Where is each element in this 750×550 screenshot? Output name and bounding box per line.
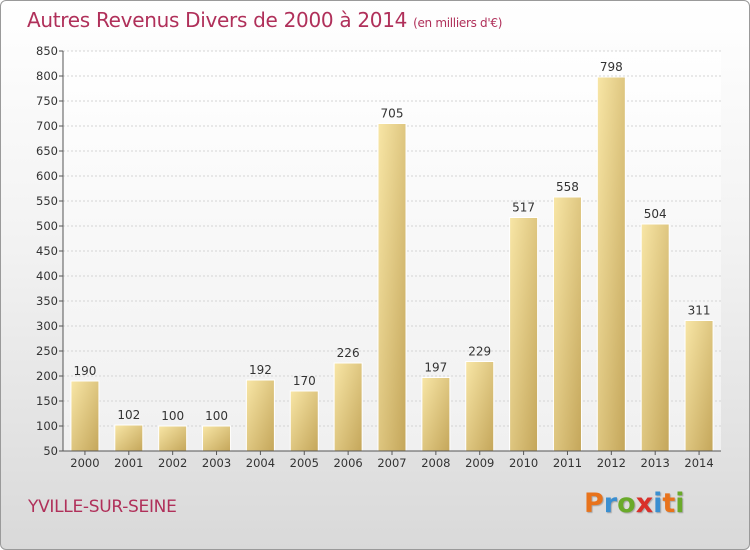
logo-letter: i [675,488,685,519]
bar [202,425,232,452]
logo-letter: o [617,488,636,519]
logo-letter: r [603,488,618,519]
y-tick-label: 500 [36,219,58,233]
x-tick-label: 2013 [641,456,670,470]
bar-value-label: 226 [337,346,360,360]
bar [509,217,539,452]
x-tick-label: 2000 [70,456,99,470]
bar-value-label: 197 [424,361,447,375]
bar-value-label: 100 [205,409,228,423]
bar-value-label: 170 [293,374,316,388]
y-tick-label: 300 [36,319,58,333]
bar [333,362,363,452]
logo-letter: P [584,488,604,519]
location-label: YVILLE-SUR-SEINE [28,497,177,517]
proxiti-logo: Proxiti [584,488,685,519]
bar-value-label: 229 [468,345,491,359]
y-tick-label: 400 [36,269,58,283]
bar [465,361,495,452]
chart-title: Autres Revenus Divers de 2000 à 2014 (en … [27,8,502,32]
logo-letter: t [662,488,676,519]
bar [421,377,451,452]
y-tick-label: 150 [36,394,58,408]
y-tick-label: 700 [36,119,58,133]
x-tick-label: 2006 [333,456,362,470]
x-tick-label: 2002 [158,456,187,470]
y-tick-label: 350 [36,294,58,308]
y-tick-label: 50 [43,444,58,458]
bar-value-label: 705 [381,107,404,121]
y-tick-label: 600 [36,169,58,183]
y-tick-label: 450 [36,244,58,258]
bar-value-label: 311 [688,304,711,318]
x-tick-label: 2004 [246,456,275,470]
y-tick-label: 850 [36,44,58,58]
bar [377,123,407,452]
bar [684,320,714,452]
y-tick-label: 100 [36,419,58,433]
bar-value-label: 798 [600,60,623,74]
y-tick-label: 550 [36,194,58,208]
logo-letter: x [635,488,654,519]
x-tick-label: 2010 [509,456,538,470]
x-tick-label: 2007 [377,456,406,470]
bar-value-label: 558 [556,180,579,194]
logo-letter: i [653,488,663,519]
x-tick-label: 2009 [465,456,494,470]
axis-layer: 50 100 150 200 250 300 350 400 450 500 550 600 650 70… [36,44,721,470]
bar [596,76,626,452]
bar-value-label: 102 [117,408,140,422]
x-tick-label: 2011 [553,456,582,470]
chart-subtitle: (en milliers d'€) [413,16,503,30]
bar-value-label: 517 [512,201,535,215]
bars-layer [70,76,714,452]
y-tick-label: 800 [36,69,58,83]
bar-value-label: 504 [644,207,667,221]
x-tick-label: 2001 [114,456,143,470]
bar [70,380,100,452]
labels-layer: 190 102 100 100 192 170 226 705 197 229 517 558 798 5… [73,60,710,423]
y-tick-label: 750 [36,94,58,108]
x-tick-label: 2008 [421,456,450,470]
bar [158,425,188,452]
bar [289,390,319,452]
y-tick-label: 200 [36,369,58,383]
bar-value-label: 100 [161,409,184,423]
y-tick-label: 650 [36,144,58,158]
bar [552,196,582,452]
x-tick-label: 2005 [290,456,319,470]
bar [640,223,670,452]
bar-value-label: 190 [73,364,96,378]
x-tick-label: 2014 [684,456,713,470]
x-tick-label: 2012 [597,456,626,470]
bar [245,379,275,452]
x-tick-label: 2003 [202,456,231,470]
chart-title-text: Autres Revenus Divers de 2000 à 2014 [27,8,408,32]
y-tick-label: 250 [36,344,58,358]
bar [114,424,144,452]
bar-value-label: 192 [249,363,272,377]
